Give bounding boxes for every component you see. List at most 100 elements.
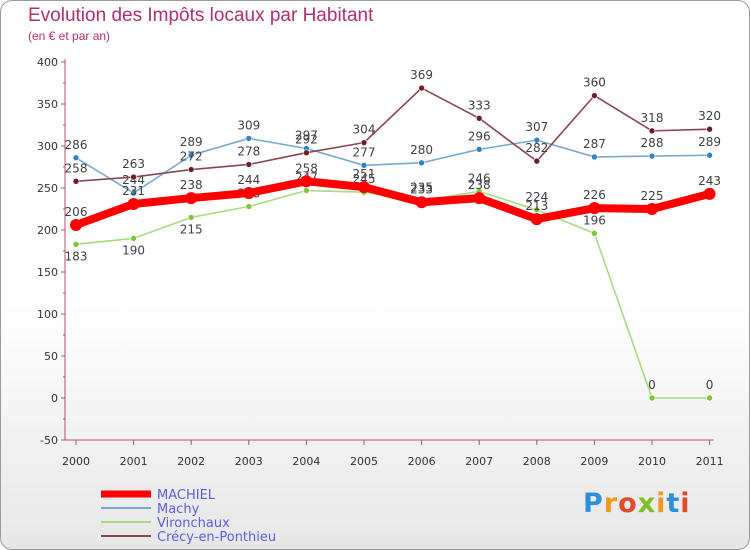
data-point-machiel [300, 175, 313, 188]
data-point-vironchaux [245, 203, 253, 210]
data-label-vironchaux: 183 [65, 249, 88, 263]
series-line-crecy-en-ponthieu [75, 87, 711, 183]
data-label-machiel: 233 [410, 182, 433, 196]
data-point-machy [130, 189, 137, 197]
y-tick-label: 50 [44, 350, 58, 363]
data-label-machiel: 231 [122, 184, 145, 198]
data-label-crecy-en-ponthieu: 304 [353, 123, 376, 137]
data-point-machiel [242, 187, 255, 200]
data-label-vironchaux: 224 [525, 190, 548, 204]
data-point-crecy-en-ponthieu [475, 114, 483, 122]
data-label-machy: 296 [468, 129, 491, 143]
chart-title: Evolution des Impôts locaux par Habitant [28, 5, 374, 26]
data-label-machiel: 238 [468, 178, 491, 192]
data-point-machy [475, 146, 483, 153]
data-label-crecy-en-ponthieu: 258 [65, 161, 88, 175]
data-label-machy: 297 [295, 129, 318, 143]
data-label-machy: 309 [237, 118, 260, 132]
x-tick-label: 2010 [638, 455, 666, 468]
data-label-machiel: 244 [237, 173, 260, 187]
y-tick-label: 250 [37, 182, 58, 195]
data-label-vironchaux: 246 [468, 171, 491, 185]
data-label-machiel: 206 [65, 205, 88, 219]
data-point-vironchaux [187, 214, 195, 221]
data-point-machy [360, 162, 368, 169]
series-line-machiel [72, 177, 714, 229]
y-tick-label: 400 [37, 56, 58, 69]
data-point-machy [591, 153, 598, 161]
data-point-machy [533, 136, 541, 144]
data-label-machiel: 226 [583, 188, 606, 202]
data-point-crecy-en-ponthieu [303, 149, 310, 157]
data-label-crecy-en-ponthieu: 278 [237, 144, 260, 158]
x-tick-label: 2011 [696, 455, 724, 468]
y-tick-label: 200 [37, 224, 58, 237]
data-point-crecy-en-ponthieu [706, 125, 713, 133]
data-point-machy [72, 154, 80, 162]
data-point-machiel [530, 213, 543, 226]
data-point-machiel [185, 192, 198, 205]
data-point-vironchaux [303, 187, 310, 194]
y-tick-label: 300 [37, 140, 58, 153]
data-label-machiel: 238 [180, 178, 203, 192]
data-point-machiel [358, 181, 370, 194]
x-tick-label: 2006 [408, 455, 436, 468]
data-point-machiel [473, 192, 486, 205]
data-point-machiel [70, 218, 82, 231]
data-label-crecy-en-ponthieu: 263 [122, 157, 145, 171]
data-point-crecy-en-ponthieu [418, 84, 425, 92]
data-point-machy [245, 135, 253, 142]
y-tick-label: -50 [40, 434, 58, 447]
x-tick-label: 2009 [580, 455, 608, 468]
data-point-vironchaux [648, 394, 656, 402]
data-label-crecy-en-ponthieu: 282 [525, 141, 548, 155]
y-tick-label: 150 [37, 266, 58, 279]
data-point-machy [706, 151, 713, 159]
data-point-machy [187, 151, 195, 159]
data-point-machiel [415, 196, 428, 209]
x-tick-label: 2008 [523, 455, 551, 468]
data-point-machiel [588, 202, 601, 215]
legend-label-machy: Machy [157, 502, 200, 517]
data-label-machy: 288 [641, 136, 664, 150]
data-label-crecy-en-ponthieu: 320 [698, 109, 721, 123]
series-line-machy [75, 137, 711, 194]
y-tick-label: 350 [37, 98, 58, 111]
x-tick-label: 2007 [465, 455, 493, 468]
data-point-machy [418, 159, 425, 167]
legend-label-crecy-en-ponthieu: Crécy-en-Ponthieu [157, 530, 276, 545]
data-label-machy: 289 [180, 135, 203, 149]
data-label-machy: 277 [353, 145, 376, 159]
data-point-vironchaux [533, 206, 541, 214]
data-point-machiel [703, 187, 716, 200]
data-point-vironchaux [591, 230, 598, 237]
legend-label-machiel: MACHIEL [157, 488, 216, 503]
data-label-machy: 289 [698, 135, 721, 149]
data-label-machiel: 251 [353, 167, 376, 181]
data-point-crecy-en-ponthieu [130, 173, 137, 181]
data-label-machiel: 243 [698, 174, 721, 188]
series-line-vironchaux [75, 189, 711, 399]
data-point-crecy-en-ponthieu [591, 92, 598, 99]
x-tick-label: 2001 [120, 455, 148, 468]
data-label-crecy-en-ponthieu: 292 [295, 133, 318, 147]
x-tick-label: 2000 [62, 455, 90, 468]
data-point-machiel [127, 197, 140, 210]
data-label-crecy-en-ponthieu: 360 [583, 76, 606, 90]
x-tick-label: 2004 [292, 455, 320, 468]
data-label-machy: 307 [525, 120, 548, 134]
data-point-machiel [646, 203, 658, 215]
data-point-crecy-en-ponthieu [245, 161, 253, 168]
data-label-machy: 286 [65, 138, 88, 152]
legend-label-vironchaux: Vironchaux [157, 516, 230, 531]
data-point-vironchaux [130, 235, 137, 242]
data-label-vironchaux: 235 [410, 181, 433, 195]
data-point-crecy-en-ponthieu [187, 166, 195, 173]
data-label-vironchaux: 215 [180, 222, 203, 236]
data-label-crecy-en-ponthieu: 272 [180, 150, 203, 164]
y-tick-label: 0 [51, 392, 58, 405]
data-point-vironchaux [72, 240, 80, 248]
data-label-crecy-en-ponthieu: 369 [410, 68, 433, 82]
